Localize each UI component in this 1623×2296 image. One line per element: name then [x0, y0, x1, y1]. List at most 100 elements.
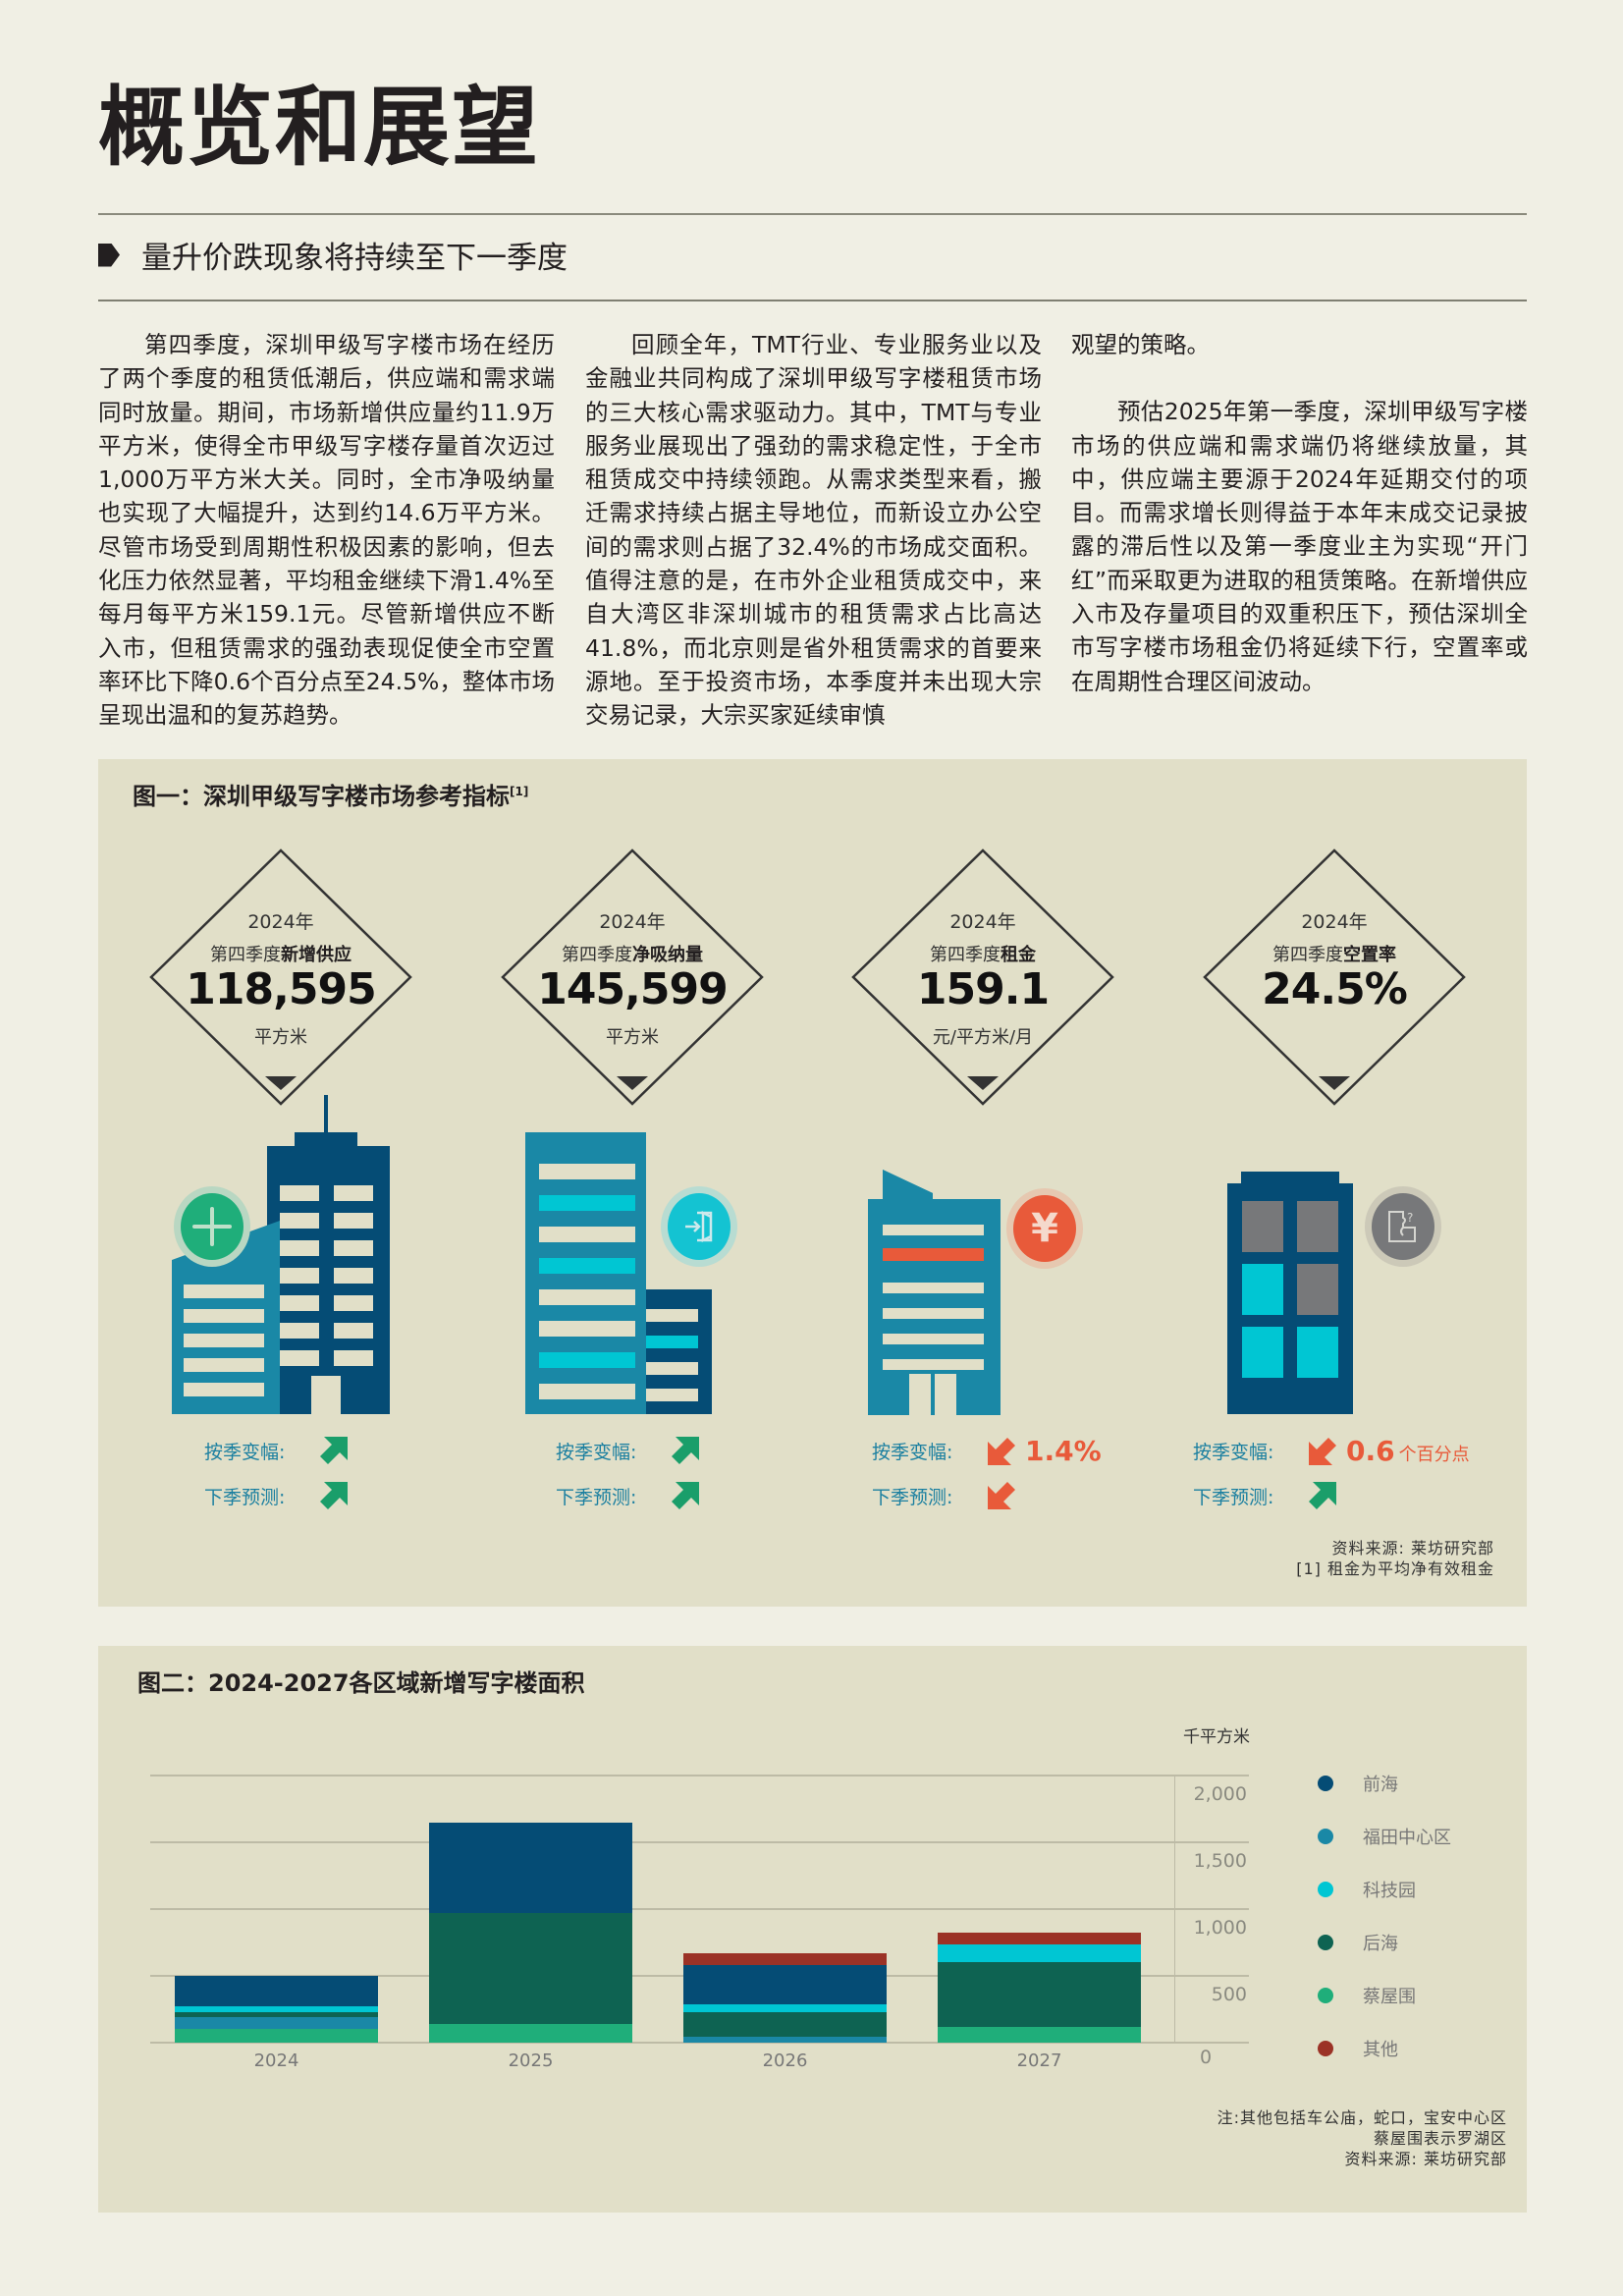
legend-item[interactable]: 蔡屋围	[1318, 1983, 1416, 2008]
bar-segment[interactable]	[938, 1944, 1141, 1962]
paragraph-continued: 观望的策略。	[1071, 331, 1210, 358]
legend-item[interactable]: 福田中心区	[1318, 1824, 1451, 1849]
legend-item[interactable]: 前海	[1318, 1771, 1398, 1796]
gridline	[150, 1841, 1249, 1843]
paragraph: 回顾全年，TMT行业、专业服务业以及金融业共同构成了深圳甲级写字楼租赁市场的三大…	[585, 331, 1042, 730]
bar-segment[interactable]	[683, 1964, 887, 2004]
arrow-up-icon	[672, 1437, 699, 1464]
paragraph: 第四季度，深圳甲级写字楼市场在经历了两个季度的租赁低潮后，供应端和需求端同时放量…	[98, 331, 555, 730]
x-tick-label: 2026	[762, 2050, 808, 2071]
legend-label: 其他	[1363, 2040, 1398, 2060]
bar-segment[interactable]	[175, 2029, 378, 2043]
section-subtitle: 量升价跌现象将持续至下一季度	[98, 233, 568, 277]
x-tick-label: 2024	[253, 2050, 299, 2071]
forecast-supply: 下季预测:	[204, 1482, 348, 1509]
supply-value: 118,595	[186, 964, 376, 1014]
text-column-1: 第四季度，深圳甲级写字楼市场在经历了两个季度的租赁低潮后，供应端和需求端同时放量…	[98, 328, 555, 733]
bar-2024[interactable]	[175, 1975, 378, 2043]
legend-label: 前海	[1363, 1775, 1398, 1795]
arrow-up-icon	[320, 1482, 348, 1509]
legend-label: 福田中心区	[1363, 1828, 1451, 1848]
figure1-notes: 资料来源: 莱坊研究部 [1] 租金为平均净有效租金	[1296, 1539, 1494, 1578]
indicator-diamond-supply: 2024年 第四季度新增供应 118,595 平方米	[149, 848, 412, 1106]
plus-icon	[174, 1186, 250, 1267]
divider-bottom	[98, 300, 1527, 301]
y-tick-label: 2,000	[1193, 1783, 1247, 1805]
y-tick-label: 0	[1200, 2047, 1213, 2068]
legend-item[interactable]: 后海	[1318, 1930, 1398, 1955]
forecast-absorption: 下季预测:	[556, 1482, 699, 1509]
bar-segment[interactable]	[175, 1975, 378, 2007]
bar-segment[interactable]	[938, 1933, 1141, 1945]
rent-value: 159.1	[916, 964, 1050, 1014]
arrow-up-icon	[1309, 1482, 1336, 1509]
gridline	[150, 1775, 1249, 1777]
vacancy-value: 24.5%	[1262, 964, 1408, 1014]
bar-2027[interactable]	[938, 1933, 1141, 2043]
bar-segment[interactable]	[175, 2011, 378, 2018]
bar-segment[interactable]	[683, 2011, 887, 2038]
bar-segment[interactable]	[175, 2017, 378, 2030]
rent-change-value: 1.4%	[1025, 1435, 1102, 1467]
arrow-down-icon	[1309, 1437, 1336, 1465]
bar-2026[interactable]	[683, 1952, 887, 2043]
svg-text:?: ?	[1407, 1211, 1413, 1225]
bar-segment[interactable]	[683, 2003, 887, 2012]
legend-dot-icon	[1318, 1988, 1333, 2003]
legend-item[interactable]: 其他	[1318, 2036, 1398, 2061]
qoq-change-supply: 按季变幅:	[204, 1437, 348, 1464]
figure2-panel: 图二：2024-2027各区域新增写字楼面积 千平方米 2,000 1,500 1,…	[98, 1646, 1527, 2213]
y-tick-label: 1,000	[1193, 1917, 1247, 1939]
forecast-rent: 下季预测:	[872, 1482, 1015, 1509]
subtitle-text: 量升价跌现象将持续至下一季度	[141, 241, 568, 276]
indicator-diamond-absorption: 2024年 第四季度净吸纳量 145,599 平方米	[501, 848, 764, 1106]
building-illustration-rent	[868, 1170, 1001, 1419]
puzzle-icon: ?	[1365, 1186, 1441, 1267]
legend-dot-icon	[1318, 1882, 1333, 1897]
y-tick-label: 1,500	[1193, 1850, 1247, 1872]
arrow-down-icon	[988, 1482, 1015, 1509]
absorption-value: 145,599	[537, 964, 728, 1014]
bar-segment[interactable]	[429, 1822, 632, 1913]
bar-segment[interactable]	[429, 2024, 632, 2043]
y-axis-unit: 千平方米	[1183, 1727, 1250, 1747]
gridline	[150, 2042, 1249, 2044]
bar-segment[interactable]	[938, 2026, 1141, 2043]
bar-segment[interactable]	[429, 1912, 632, 2025]
indicator-diamond-vacancy: 2024年 第四季度空置率 24.5%	[1203, 848, 1466, 1106]
text-column-2: 回顾全年，TMT行业、专业服务业以及金融业共同构成了深圳甲级写字楼租赁市场的三大…	[585, 328, 1042, 733]
page-title: 概览和展望	[98, 77, 541, 178]
y-axis-line	[1174, 1776, 1175, 2043]
figure2-notes: 注:其他包括车公庙，蛇口，宝安中心区 蔡屋围表示罗湖区 资料来源: 莱坊研究部	[1217, 2108, 1507, 2168]
legend-label: 蔡屋围	[1363, 1987, 1416, 2007]
bar-segment[interactable]	[683, 1952, 887, 1965]
vacancy-change-value: 0.6	[1346, 1435, 1395, 1467]
divider-top	[98, 213, 1527, 215]
bar-2025[interactable]	[429, 1822, 632, 2043]
qoq-change-absorption: 按季变幅:	[556, 1437, 699, 1464]
y-tick-label: 500	[1211, 1984, 1247, 2005]
bar-segment[interactable]	[938, 1961, 1141, 2027]
legend-label: 科技园	[1363, 1881, 1416, 1901]
stacked-bar-chart: 千平方米 2,000 1,500 1,000 500 0 2024 2025 2026 2027…	[98, 1646, 1527, 2213]
arrow-up-icon	[320, 1437, 348, 1464]
x-tick-label: 2025	[508, 2050, 554, 2071]
arrow-down-icon	[988, 1437, 1015, 1465]
legend-dot-icon	[1318, 1829, 1333, 1844]
paragraph: 预估2025年第一季度，深圳甲级写字楼市场的供应端和需求端仍将继续放量，其中，供…	[1071, 398, 1528, 695]
yuan-icon: ¥	[1006, 1188, 1083, 1269]
gridline	[150, 1908, 1249, 1910]
figure1-panel: 图一：深圳甲级写字楼市场参考指标[1] 2024年 第四季度新增供应 118,5…	[98, 759, 1527, 1607]
indicator-diamond-rent: 2024年 第四季度租金 159.1 元/平方米/月	[851, 848, 1114, 1106]
figure2-title: 图二：2024-2027各区域新增写字楼面积	[137, 1669, 585, 1697]
arrow-bullet-icon	[98, 243, 120, 267]
enter-door-icon	[661, 1186, 737, 1267]
bar-segment[interactable]	[683, 2037, 887, 2043]
legend-item[interactable]: 科技园	[1318, 1877, 1416, 1902]
text-column-3: 观望的策略。 预估2025年第一季度，深圳甲级写字楼市场的供应端和需求端仍将继续…	[1071, 328, 1528, 698]
legend-dot-icon	[1318, 1935, 1333, 1950]
building-illustration-absorption	[525, 1132, 712, 1418]
forecast-vacancy: 下季预测:	[1193, 1482, 1336, 1509]
bar-segment[interactable]	[175, 2006, 378, 2012]
figure1-title: 图一：深圳甲级写字楼市场参考指标[1]	[133, 783, 529, 810]
